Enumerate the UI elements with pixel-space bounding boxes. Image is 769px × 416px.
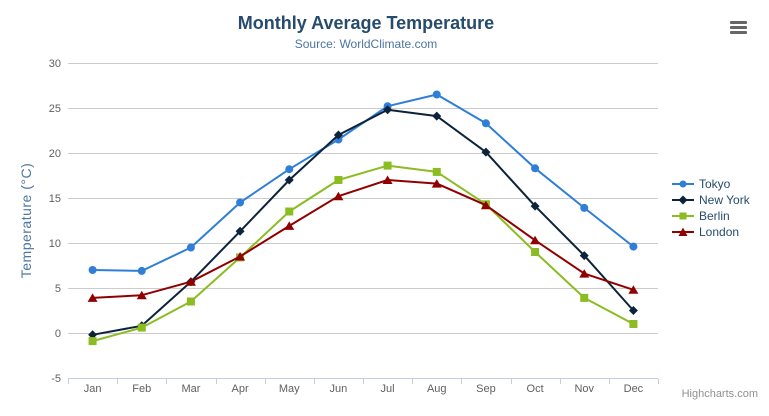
y-axis-label: 0 bbox=[55, 328, 61, 340]
data-point-london-jan[interactable] bbox=[87, 293, 98, 302]
data-point-london-feb[interactable] bbox=[136, 290, 147, 300]
data-point-berlin-may[interactable] bbox=[285, 207, 294, 216]
data-point-new-york-oct[interactable] bbox=[530, 201, 540, 211]
data-point-london-dec[interactable] bbox=[628, 285, 639, 294]
data-point-tokyo-sep[interactable] bbox=[481, 119, 490, 128]
data-point-new-york-jun[interactable] bbox=[333, 130, 343, 140]
x-axis-label-jan: Jan bbox=[84, 383, 102, 395]
x-axis-label-may: May bbox=[279, 383, 300, 395]
legend-item-tokyo[interactable]: Tokyo bbox=[671, 176, 750, 192]
series-line-berlin bbox=[91, 164, 635, 343]
legend-item-new-york[interactable]: New York bbox=[671, 192, 750, 208]
legend: Tokyo New York Berlin London bbox=[671, 176, 750, 240]
data-point-tokyo-may[interactable] bbox=[285, 165, 294, 174]
data-point-berlin-jan[interactable] bbox=[88, 337, 97, 346]
data-point-london-may[interactable] bbox=[284, 221, 295, 230]
x-axis-label-aug: Aug bbox=[427, 383, 447, 395]
data-point-new-york-sep[interactable] bbox=[481, 147, 491, 157]
data-point-new-york-apr[interactable] bbox=[235, 226, 245, 236]
data-point-london-mar[interactable] bbox=[185, 277, 196, 286]
x-axis-label-jul: Jul bbox=[381, 383, 395, 395]
diamond-legend-marker-icon bbox=[672, 195, 694, 205]
legend-label-berlin: Berlin bbox=[699, 209, 730, 223]
data-point-tokyo-aug[interactable] bbox=[432, 90, 441, 99]
legend-label-new-york: New York bbox=[699, 193, 750, 207]
y-axis-label: 30 bbox=[49, 58, 61, 70]
data-point-london-aug[interactable] bbox=[431, 179, 442, 188]
legend-item-london[interactable]: London bbox=[671, 224, 750, 240]
data-point-london-jun[interactable] bbox=[333, 191, 344, 201]
series-line-tokyo bbox=[91, 93, 635, 272]
series-tokyo bbox=[88, 90, 638, 275]
x-axis-label-mar: Mar bbox=[181, 383, 200, 395]
data-point-berlin-feb[interactable] bbox=[137, 323, 146, 332]
data-point-tokyo-mar[interactable] bbox=[186, 243, 195, 252]
series-line-new-york bbox=[91, 108, 635, 336]
legend-label-tokyo: Tokyo bbox=[699, 177, 731, 191]
y-axis-label: 25 bbox=[49, 103, 61, 115]
data-point-berlin-aug[interactable] bbox=[432, 167, 441, 176]
data-point-berlin-jun[interactable] bbox=[334, 176, 343, 184]
data-point-london-oct[interactable] bbox=[530, 235, 541, 245]
circle-icon bbox=[679, 180, 687, 188]
chart-title: Monthly Average Temperature bbox=[237, 13, 495, 33]
x-axis-label-feb: Feb bbox=[132, 383, 151, 395]
triangle-legend-marker-icon bbox=[672, 227, 694, 236]
y-axis-label: 20 bbox=[49, 148, 61, 160]
data-point-london-sep[interactable] bbox=[480, 200, 491, 210]
data-point-new-york-dec[interactable] bbox=[628, 306, 638, 315]
data-point-berlin-jul[interactable] bbox=[383, 161, 392, 170]
hamburger-icon bbox=[730, 20, 750, 34]
x-axis-label-apr: Apr bbox=[232, 383, 249, 395]
legend-item-berlin[interactable]: Berlin bbox=[671, 208, 750, 224]
data-point-tokyo-feb[interactable] bbox=[137, 266, 146, 275]
y-axis-label: 5 bbox=[55, 283, 61, 295]
data-point-berlin-mar[interactable] bbox=[186, 297, 195, 306]
square-icon bbox=[679, 212, 687, 220]
data-point-tokyo-jan[interactable] bbox=[88, 266, 97, 274]
x-axis-label-dec: Dec bbox=[624, 383, 644, 395]
data-point-new-york-may[interactable] bbox=[284, 175, 294, 185]
legend-label-london: London bbox=[699, 225, 740, 239]
data-point-tokyo-nov[interactable] bbox=[580, 203, 589, 212]
data-point-london-nov[interactable] bbox=[579, 269, 590, 278]
data-point-berlin-oct[interactable] bbox=[531, 248, 540, 256]
y-axis-label: -5 bbox=[51, 373, 61, 385]
series-new-york bbox=[88, 105, 638, 340]
data-point-new-york-nov[interactable] bbox=[579, 251, 589, 261]
y-axis-label: 15 bbox=[49, 193, 61, 205]
data-point-london-apr[interactable] bbox=[235, 252, 246, 261]
data-point-new-york-jan[interactable] bbox=[88, 330, 98, 340]
data-point-tokyo-oct[interactable] bbox=[531, 164, 540, 173]
x-axis-label-jun: Jun bbox=[330, 383, 348, 395]
circle-legend-marker-icon bbox=[672, 180, 694, 188]
chart-subtitle: Source: WorldClimate.com bbox=[294, 37, 438, 51]
data-point-new-york-jul[interactable] bbox=[383, 105, 393, 115]
diamond-icon bbox=[678, 195, 688, 205]
credits-link[interactable]: Highcharts.com bbox=[681, 388, 758, 400]
square-legend-marker-icon bbox=[672, 212, 694, 220]
triangle-icon bbox=[678, 227, 688, 236]
data-point-tokyo-apr[interactable] bbox=[236, 198, 245, 207]
data-point-tokyo-dec[interactable] bbox=[629, 242, 638, 251]
series-line-london bbox=[91, 179, 635, 299]
x-axis-label-sep: Sep bbox=[476, 383, 496, 395]
x-axis-label-oct: Oct bbox=[527, 383, 544, 395]
export-menu-button[interactable] bbox=[728, 17, 750, 37]
series-london bbox=[87, 175, 639, 302]
x-axis-label-nov: Nov bbox=[574, 383, 594, 395]
data-point-new-york-aug[interactable] bbox=[432, 111, 442, 121]
y-axis-title: Temperature (°C) bbox=[18, 163, 34, 279]
data-point-berlin-nov[interactable] bbox=[580, 293, 589, 302]
data-point-london-jul[interactable] bbox=[382, 175, 393, 185]
y-axis-label: 10 bbox=[49, 238, 61, 250]
data-point-berlin-dec[interactable] bbox=[629, 320, 638, 328]
